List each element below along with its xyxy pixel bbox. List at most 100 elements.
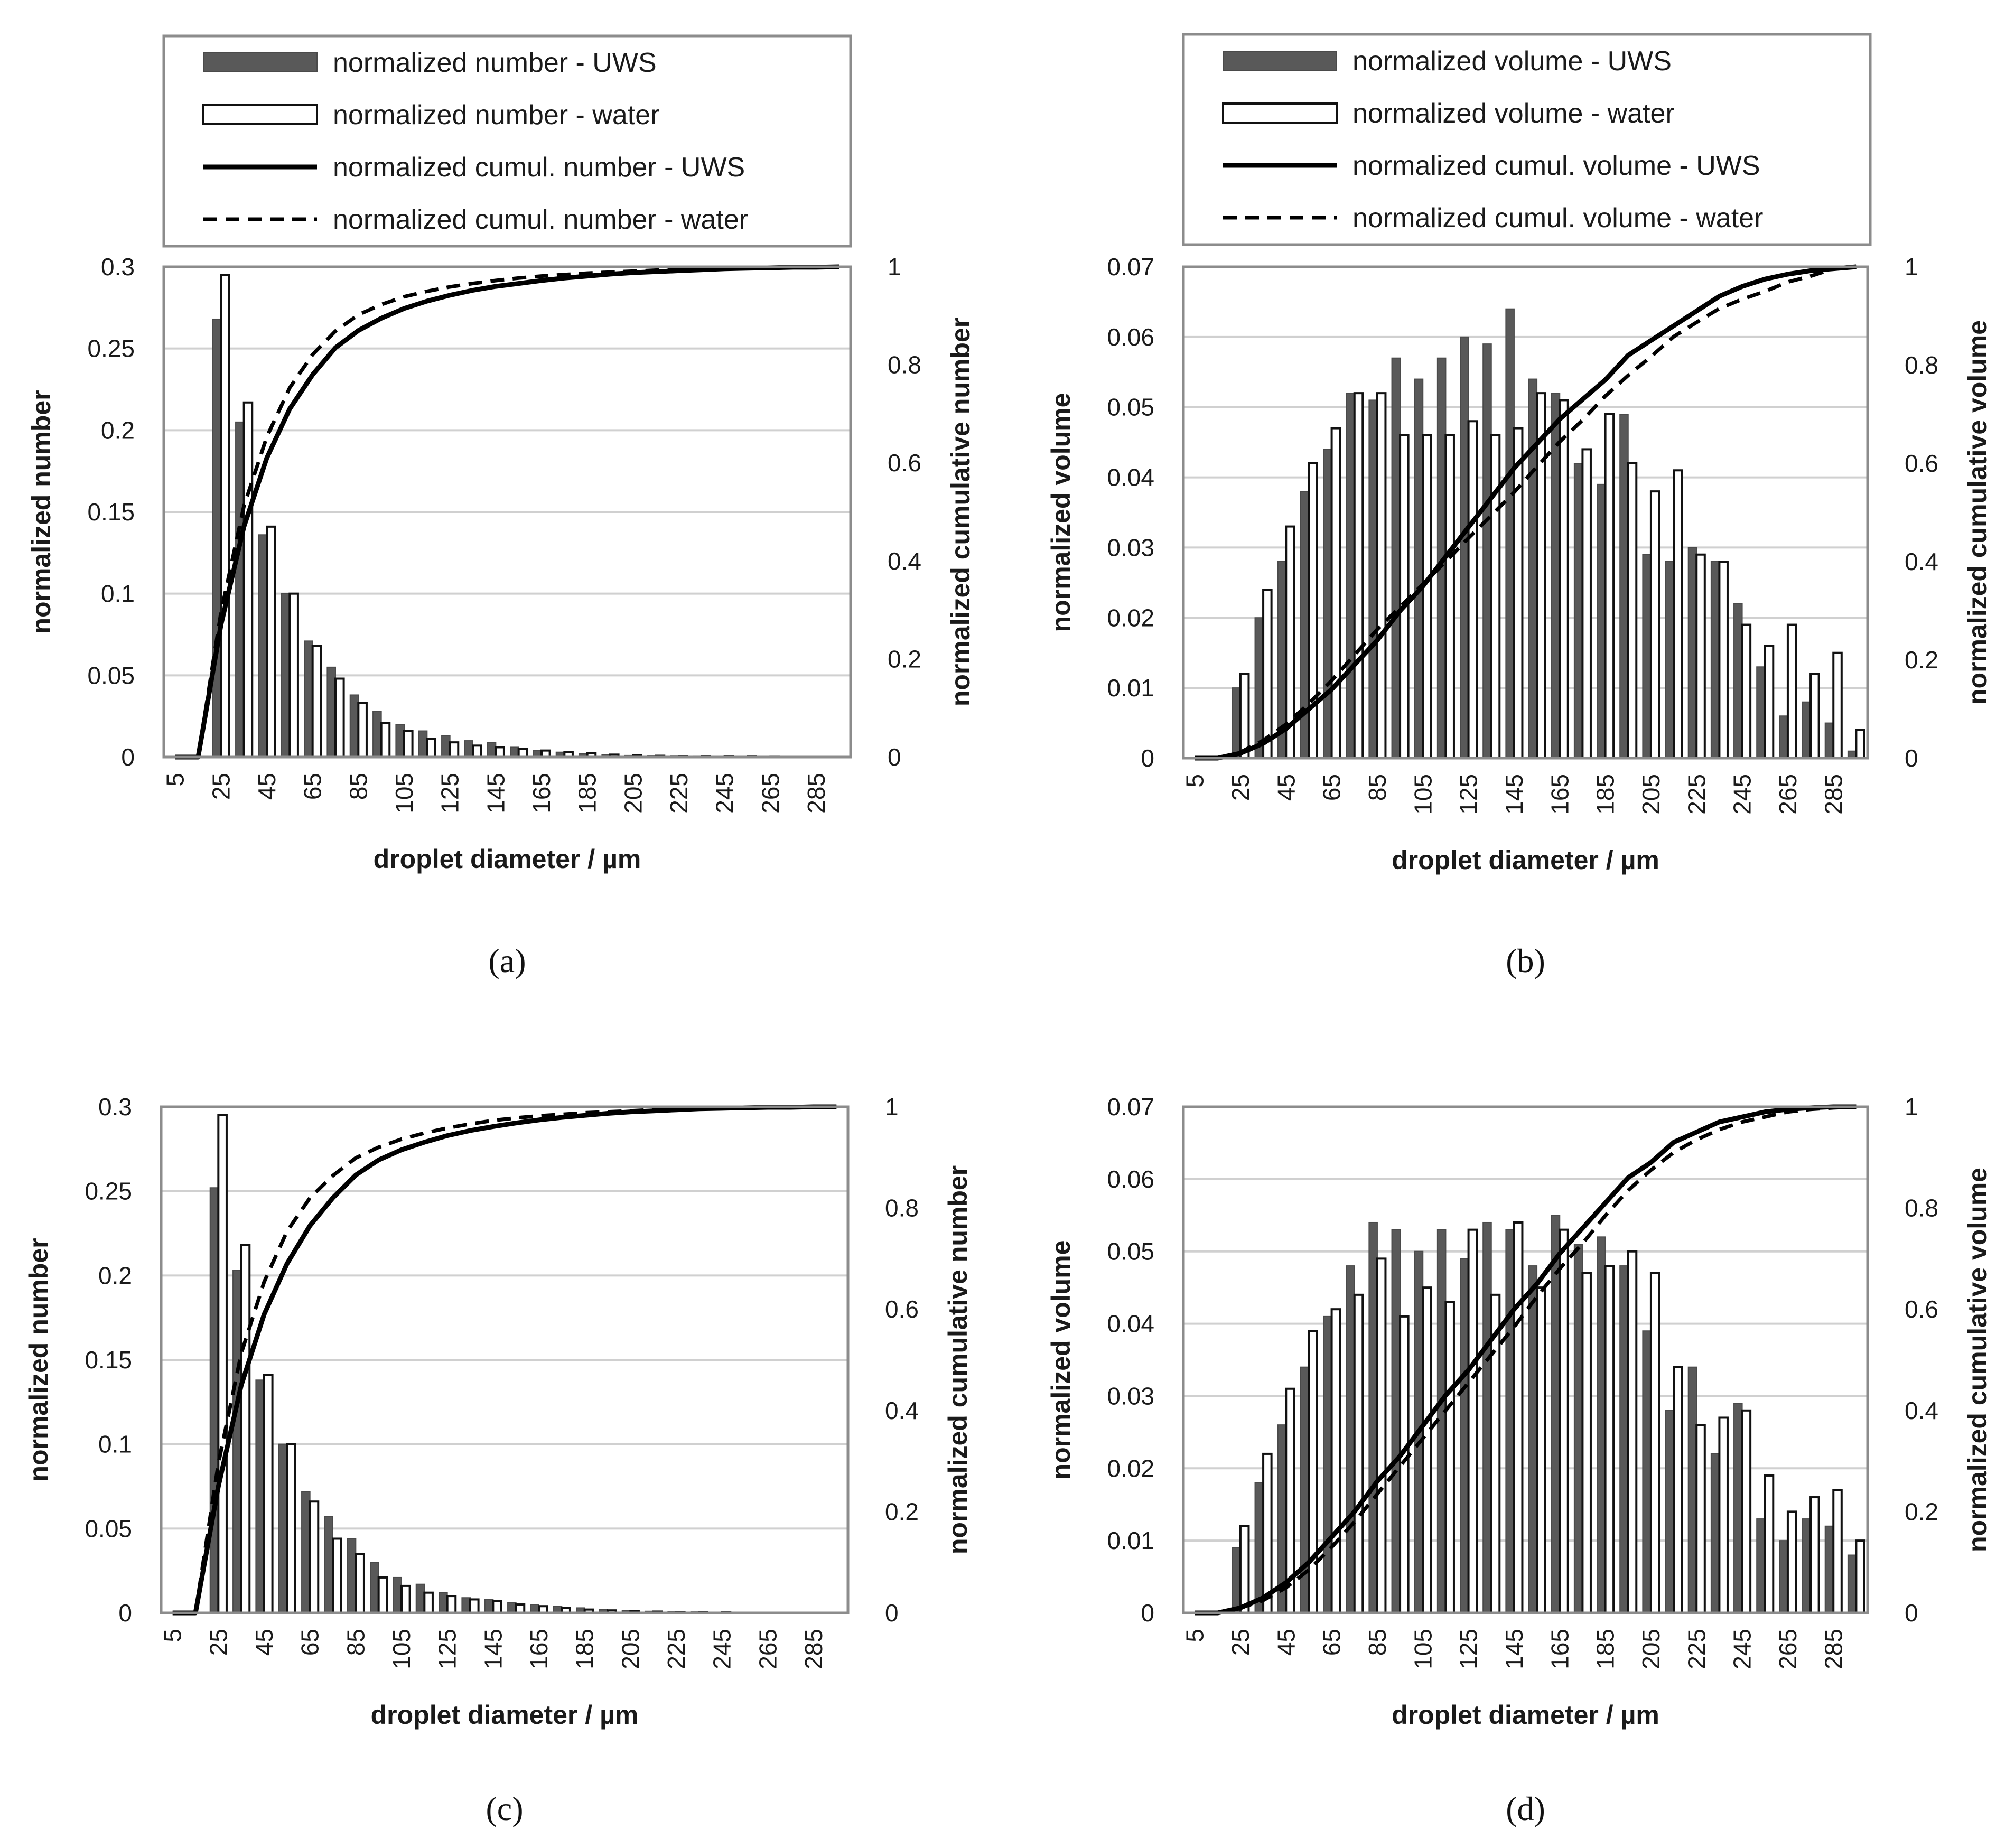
y2-tick-label: 0.2 [1905,1498,1938,1525]
y2-tick-label: 0 [1905,744,1918,772]
bar-water [1559,399,1569,759]
bar-water [1581,448,1592,759]
bar-uws [1528,378,1538,759]
y-tick-label: 0 [1141,744,1154,772]
bar-uws [1756,666,1766,759]
plot-frame [1182,1105,1869,1614]
bar-uws [1346,393,1355,759]
bar-uws [304,640,313,758]
y2-tick-label: 0 [1905,1599,1918,1627]
bar-uws [1619,414,1629,759]
bar-water [446,1595,457,1614]
y2-tick-label: 0.8 [1905,1194,1938,1222]
bar-water [1809,673,1820,759]
bar-uws [347,1538,357,1614]
bar-water [334,677,345,759]
bar-uws [1505,1229,1515,1614]
x-axis-title: droplet diameter / µm [374,844,641,874]
x-tick-label: 245 [708,1629,736,1669]
x-tick-label: 85 [342,1629,369,1656]
bar-water [1604,413,1615,759]
bar-water [355,1553,365,1614]
bar-uws [1528,1265,1538,1613]
bar-water [1536,1286,1546,1614]
bar-uws [441,735,451,758]
legend-label: normalized cumul. number - UWS [333,152,745,183]
bar-uws [1642,554,1652,759]
bar-water [288,592,299,758]
y-tick-label: 0.2 [101,416,135,444]
x-tick-label: 85 [344,773,372,800]
y-tick-label: 0.1 [101,580,135,608]
y-tick-label: 0.25 [85,1178,132,1205]
bar-water [311,645,322,758]
x-tick-label: 145 [1500,1629,1528,1669]
x-tick-label: 225 [663,1629,690,1669]
y2-axis-title: normalized cumulative number [943,1165,973,1554]
bar-uws [324,1516,334,1613]
bar-water [423,1591,434,1614]
x-tick-label: 285 [1820,774,1847,815]
y2-tick-label: 0.6 [885,1295,919,1323]
bar-water [1741,623,1752,759]
bar-water [495,746,505,758]
bar-uws [1323,1315,1332,1613]
bar-uws [1710,561,1720,759]
bar-uws [1551,1215,1561,1613]
x-tick-label: 225 [1683,774,1710,815]
x-tick-label: 125 [434,1629,461,1669]
x-tick-label: 185 [574,773,601,814]
y-tick-label: 0.05 [1107,394,1154,421]
y-tick-label: 0 [1141,1599,1154,1627]
bar-uws [1847,1554,1857,1614]
plot-frame [162,265,852,759]
bar-water [403,730,414,759]
x-tick-label: 285 [800,1629,827,1669]
bar-uws [1573,463,1583,759]
bar-water [400,1584,411,1614]
bar-uws [1346,1265,1355,1613]
bar-water [377,1576,388,1614]
x-tick-label: 205 [1637,774,1665,815]
bar-uws [395,724,405,758]
x-tick-label: 85 [1364,1629,1391,1656]
bar-water [332,1537,342,1614]
chart-a: 0 0.05 0.1 0.15 0.2 0.25 0.3 0 0.2 0.4 0.6 0.8 1 5 25 4… [26,34,975,979]
y-axis-title: normalized number [24,1238,53,1481]
y2-tick-label: 0.6 [1905,450,1938,477]
bar-uws [1482,1221,1492,1613]
bar-uws [1779,1540,1788,1613]
x-tick-label: 5 [162,773,189,787]
x-tick-label: 5 [1181,1629,1209,1642]
y-tick-label: 0.06 [1107,323,1154,351]
y-tick-label: 0.15 [87,498,135,526]
bar-water [1239,1525,1250,1614]
bar-uws [1368,1221,1378,1613]
bar-uws [1551,393,1561,759]
y-tick-label: 0.05 [1107,1238,1154,1265]
bar-water [1832,651,1843,759]
y-tick-label: 0.01 [1107,674,1154,702]
y2-tick-label: 0.8 [885,1194,919,1222]
bar-water [1855,1539,1865,1614]
bar-uws [1232,687,1241,759]
cumulative-line-water [1195,1105,1857,1615]
bar-water [1467,1228,1478,1614]
bar-water [1649,1272,1660,1614]
x-tick-label: 185 [1592,1629,1619,1669]
x-tick-label: 165 [1546,774,1573,815]
bar-uws [418,730,428,758]
cumulative-line-water [172,1105,837,1615]
y-axis-title: normalized volume [1046,1240,1076,1480]
x-tick-label: 165 [525,1629,553,1669]
bar-uws [439,1592,448,1613]
y2-tick-label: 0 [885,1599,899,1627]
x-axis-title: droplet diameter / µm [371,1700,639,1730]
bar-water [1764,1474,1775,1614]
x-tick-label: 145 [1500,774,1528,815]
bar-water [240,1244,251,1614]
x-tick-label: 205 [1637,1629,1665,1669]
legend-swatch-water-bar [1222,102,1338,124]
bar-water [449,741,460,759]
